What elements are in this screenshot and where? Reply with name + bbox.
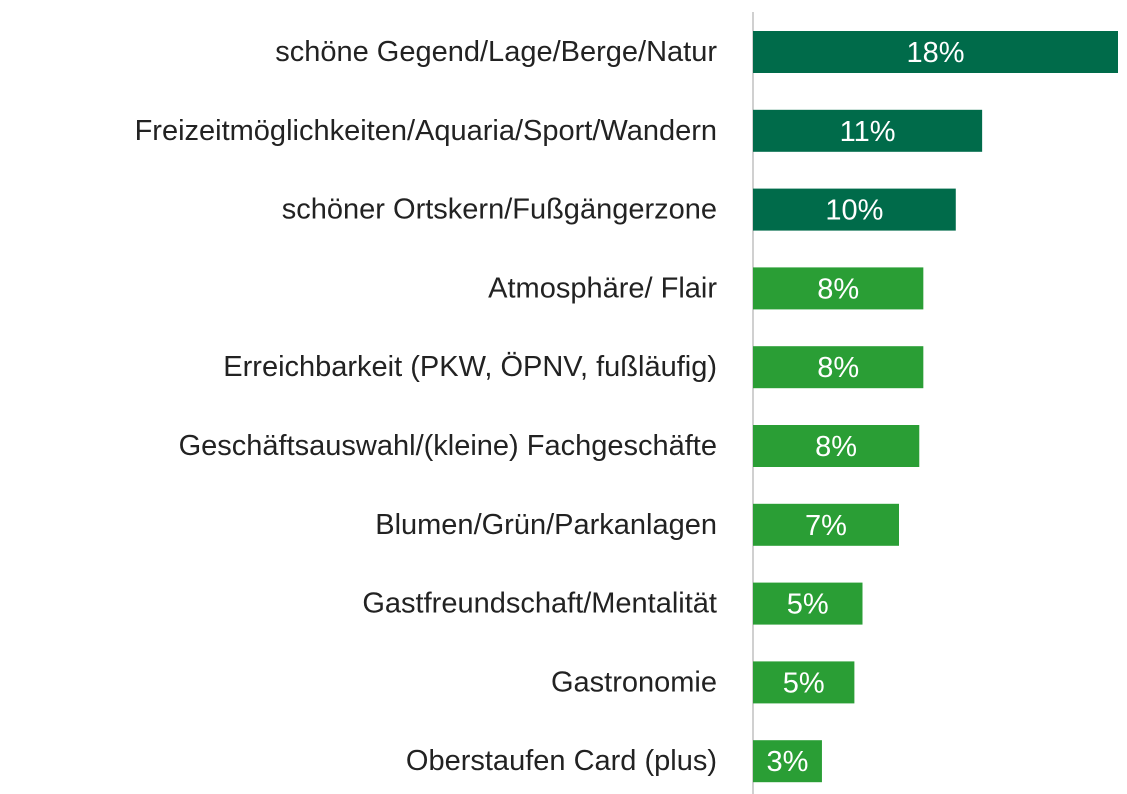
- value-label: 5%: [787, 589, 829, 621]
- category-label: Atmosphäre/ Flair: [488, 272, 717, 304]
- category-label: Geschäftsauswahl/(kleine) Fachgeschäfte: [179, 430, 717, 462]
- bar: [753, 425, 920, 467]
- value-label: 8%: [817, 352, 859, 384]
- category-label: Blumen/Grün/Parkanlagen: [375, 509, 717, 541]
- value-label: 18%: [906, 37, 964, 69]
- bar: [753, 503, 899, 546]
- bar: [753, 31, 1118, 73]
- value-label: 3%: [767, 746, 809, 778]
- value-label: 11%: [840, 116, 896, 148]
- category-label: Freizeitmöglichkeiten/Aquaria/Sport/Wand…: [135, 115, 717, 147]
- category-label: schöne Gegend/Lage/Berge/Natur: [275, 36, 717, 68]
- value-label: 8%: [815, 431, 857, 463]
- category-label: Oberstaufen Card (plus): [406, 745, 717, 777]
- bar: [753, 109, 983, 152]
- bar: [753, 346, 924, 389]
- bar: [753, 661, 855, 704]
- value-label: 10%: [825, 195, 883, 227]
- value-label: 5%: [783, 667, 825, 699]
- category-label: Gastronomie: [551, 666, 717, 698]
- bar: [753, 188, 956, 231]
- category-label: Gastfreundschaft/Mentalität: [362, 588, 717, 620]
- bar: [753, 267, 924, 310]
- category-label: schöner Ortskern/Fußgängerzone: [282, 194, 717, 226]
- value-label: 8%: [817, 273, 859, 305]
- category-label: Erreichbarkeit (PKW, ÖPNV, fußläufig): [223, 351, 717, 383]
- bar: [753, 740, 822, 783]
- value-label: 7%: [805, 510, 847, 542]
- bar: [753, 582, 863, 625]
